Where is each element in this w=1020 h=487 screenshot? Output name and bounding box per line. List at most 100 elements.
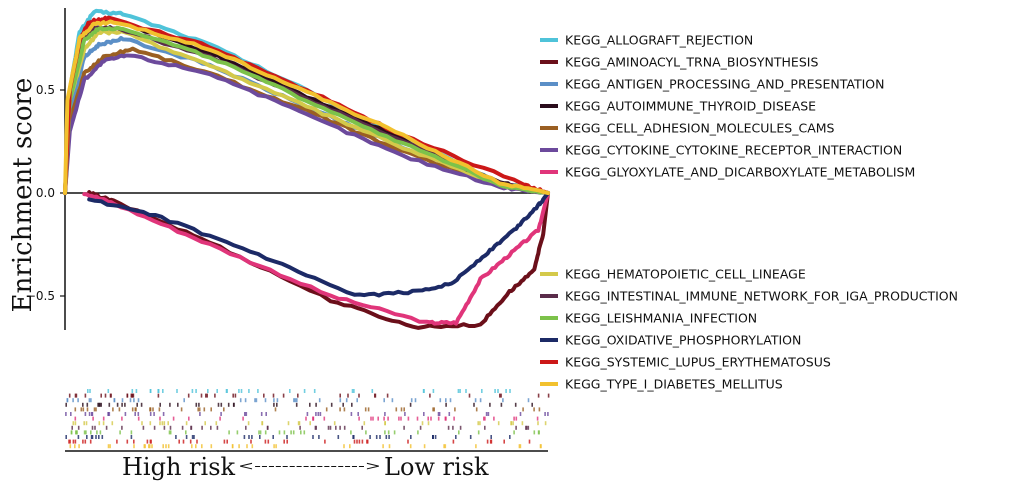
hit-mark (329, 425, 332, 430)
hit-mark (72, 398, 74, 403)
hit-mark (515, 416, 518, 421)
hit-mark (124, 402, 126, 407)
hit-mark (536, 416, 539, 421)
hit-mark (417, 430, 419, 435)
hit-mark (98, 402, 100, 407)
hit-mark (188, 416, 190, 421)
legend-label-kegg-hematopoietic-cell-lineage: KEGG_HEMATOPOIETIC_CELL_LINEAGE (565, 267, 806, 282)
hit-mark (84, 393, 87, 398)
hit-mark (89, 389, 91, 393)
hit-mark (527, 425, 530, 430)
curve-kegg-glyoxylate-and-dicarboxylate-metabolism (82, 191, 550, 326)
hit-mark (544, 421, 547, 426)
hit-mark (454, 407, 456, 412)
hit-mark (68, 439, 70, 444)
hit-mark (134, 412, 136, 416)
hit-mark (519, 444, 522, 449)
hit-mark (74, 393, 77, 398)
hit-mark (350, 412, 353, 416)
hit-mark (458, 430, 460, 435)
hit-mark (544, 412, 546, 416)
hit-mark (315, 402, 317, 407)
hit-mark (527, 398, 530, 403)
hit-mark (109, 393, 112, 398)
y-ticks: 0.5 0.0 −0.5 (26, 83, 65, 303)
hit-mark (342, 402, 344, 407)
hit-mark (141, 421, 143, 426)
hit-mark (403, 407, 405, 412)
hit-mark (244, 412, 246, 416)
hit-mark (391, 398, 394, 403)
hit-mark (452, 425, 454, 430)
hit-mark (343, 425, 346, 430)
hit-mark (118, 407, 121, 412)
hit-mark (68, 393, 71, 398)
hit-mark (438, 412, 441, 416)
hit-mark (443, 444, 445, 449)
hit-mark (434, 435, 437, 439)
hit-mark (131, 407, 134, 412)
hit-mark (371, 389, 374, 393)
hit-mark (157, 393, 160, 398)
hit-mark (497, 421, 500, 426)
hit-mark (384, 412, 386, 416)
legend-label-kegg-systemic-lupus-erythematosus: KEGG_SYSTEMIC_LUPUS_ERYTHEMATOSUS (565, 355, 831, 370)
hit-mark (468, 393, 471, 398)
hit-mark (191, 435, 194, 439)
hit-mark (260, 412, 263, 416)
hit-mark (273, 402, 275, 407)
hit-mark (414, 398, 417, 403)
hit-mark (293, 398, 295, 403)
enrichment-curves (63, 8, 550, 330)
hit-mark (238, 444, 240, 449)
hit-mark (361, 439, 364, 444)
hit-mark (89, 439, 92, 444)
hit-mark (135, 389, 138, 393)
hit-mark (483, 416, 485, 421)
hit-mark (90, 430, 92, 435)
hit-mark (245, 412, 248, 416)
hit-mark (319, 412, 322, 416)
hit-mark (400, 416, 402, 421)
legend-label-kegg-intestinal-immune-network-for-iga-production: KEGG_INTESTINAL_IMMUNE_NETWORK_FOR_IGA_P… (565, 289, 958, 304)
hit-mark (93, 407, 96, 412)
hit-mark (77, 435, 80, 439)
hit-mark (287, 421, 290, 426)
hit-mark (84, 412, 87, 416)
hit-mark (183, 398, 185, 403)
hit-mark (223, 407, 225, 412)
hit-mark (372, 416, 374, 421)
hit-mark (278, 430, 281, 435)
hit-mark (91, 412, 93, 416)
hit-mark (358, 439, 361, 444)
hit-mark (137, 398, 140, 403)
hit-mark (100, 402, 102, 407)
hit-mark (479, 398, 482, 403)
hit-mark (490, 435, 492, 439)
hit-mark (410, 398, 413, 403)
hit-mark (161, 421, 164, 426)
hit-mark (96, 430, 98, 435)
hit-mark (503, 439, 505, 444)
hit-mark (407, 439, 409, 444)
hit-mark (538, 430, 540, 435)
hit-mark (80, 407, 83, 412)
hit-mark (219, 416, 221, 421)
hit-mark (395, 407, 398, 412)
hit-mark (537, 393, 540, 398)
hit-mark (163, 421, 166, 426)
hit-mark (474, 398, 477, 403)
hit-mark (388, 435, 390, 439)
hit-mark (275, 444, 277, 449)
hit-mark (99, 430, 102, 435)
hit-mark (144, 444, 146, 449)
hit-mark (369, 435, 371, 439)
hit-mark (82, 402, 84, 407)
hit-mark (387, 430, 390, 435)
hit-mark (109, 444, 111, 449)
hit-mark (77, 398, 79, 403)
hit-mark (149, 421, 152, 426)
hit-mark (137, 416, 140, 421)
legend-label-kegg-aminoacyl-trna-biosynthesis: KEGG_AMINOACYL_TRNA_BIOSYNTHESIS (565, 55, 818, 70)
